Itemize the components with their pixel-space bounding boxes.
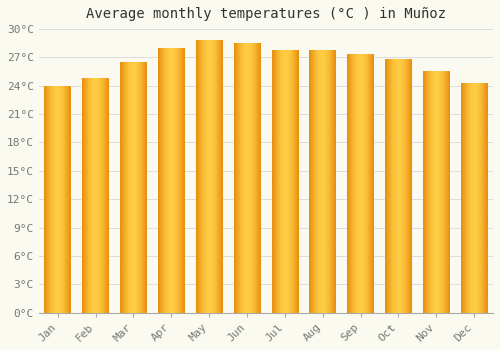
Title: Average monthly temperatures (°C ) in Muñoz: Average monthly temperatures (°C ) in Mu… <box>86 7 446 21</box>
